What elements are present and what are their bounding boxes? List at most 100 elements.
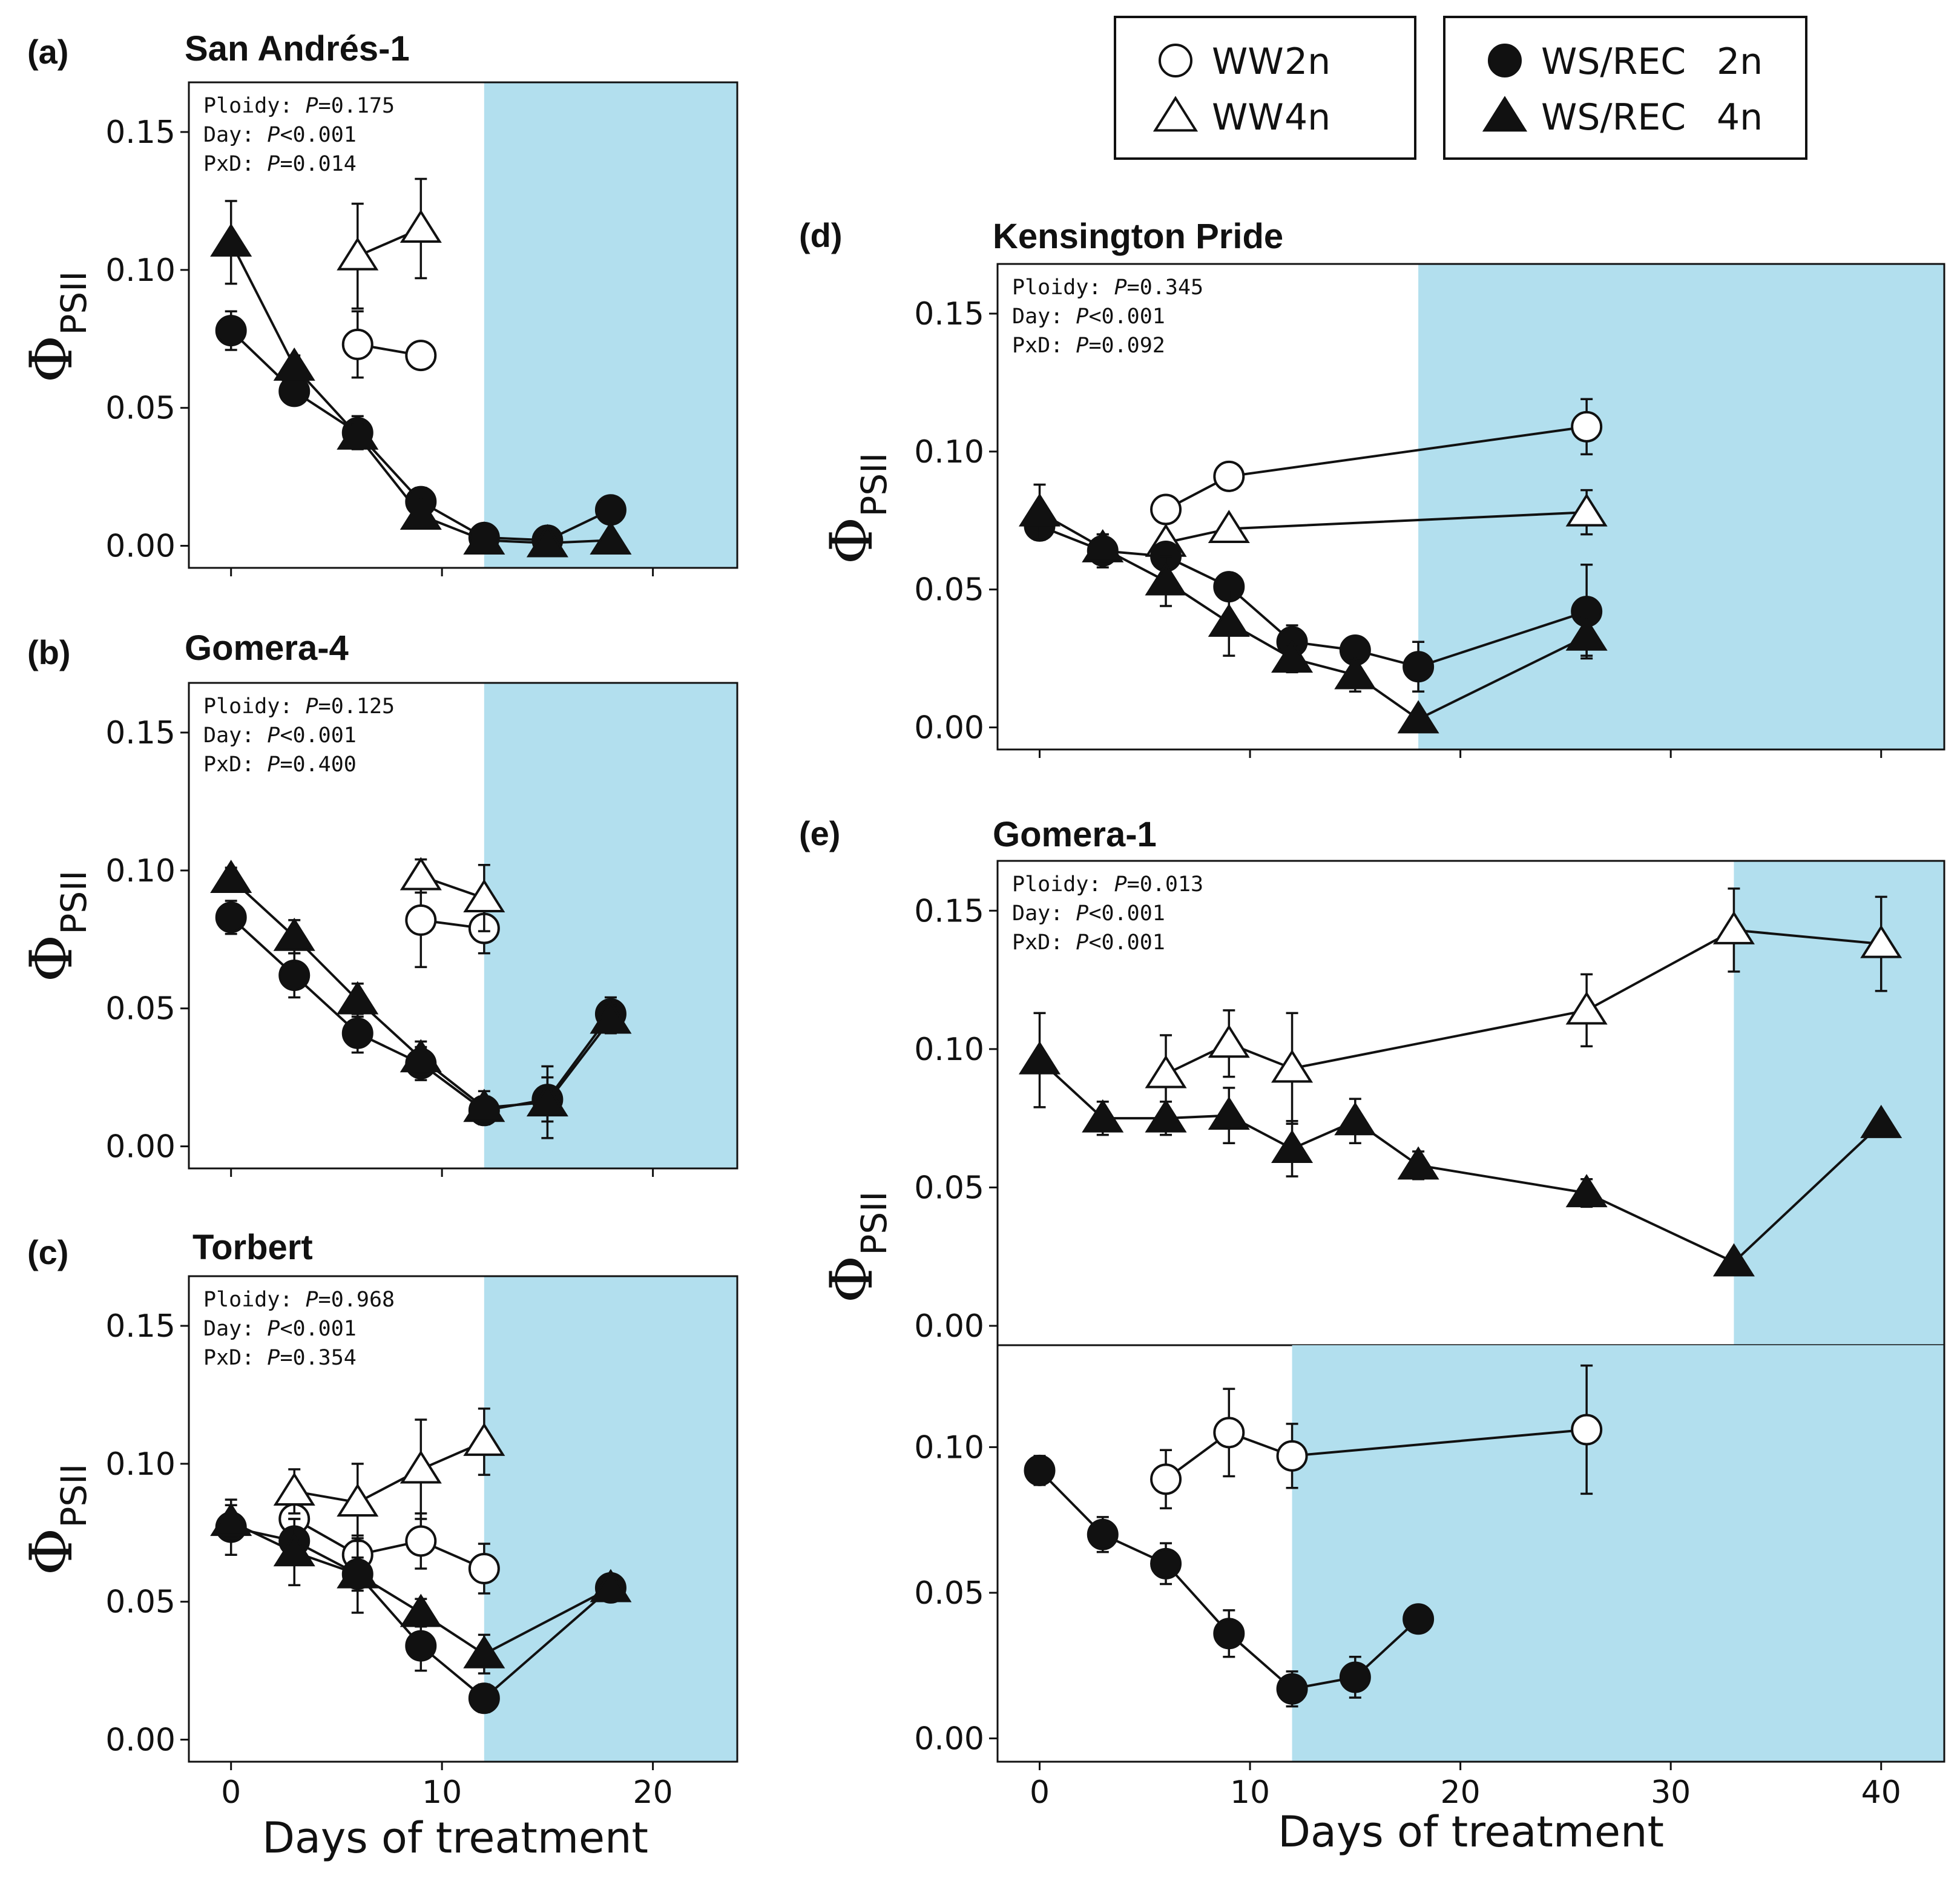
y-tick-label: 0.15 <box>105 1308 176 1345</box>
legend-box-wsrec: WS/REC 2n WS/REC 4n <box>1443 16 1807 160</box>
point-wsrec-4n <box>400 1593 442 1627</box>
point-wsrec-4n <box>1565 617 1608 651</box>
chart-panels: 0.00 0.05 0.10 0.15 (a) San Andrés-1 Ploidy: P… <box>27 29 1945 1811</box>
point-wsrec-4n <box>1271 639 1314 673</box>
point-wsrec-2n <box>468 1682 500 1714</box>
point-ww-2n <box>1150 1463 1182 1495</box>
point-wsrec-4n <box>463 521 505 555</box>
point-wsrec-4n <box>273 917 315 951</box>
point-wsrec-4n <box>210 223 252 257</box>
point-wsrec-4n <box>273 1533 315 1567</box>
legend-marker-triangle-open <box>1153 96 1199 132</box>
panel-d: 0.00 0.05 0.10 0.15 (d) Kensington Pride Ploid… <box>799 216 1945 758</box>
point-wsrec-4n <box>210 860 252 894</box>
point-wsrec-4n <box>526 1083 568 1117</box>
y-tick-label: 0.15 <box>105 715 176 751</box>
point-ww-4n <box>1565 493 1608 527</box>
point-wsrec-2n <box>1150 1547 1182 1579</box>
point-ww-4n <box>463 879 505 912</box>
y-tick-label: 0.10 <box>914 1429 984 1466</box>
y-tick-label: 0.15 <box>914 296 984 332</box>
y-tick-label: 0.10 <box>105 1446 176 1483</box>
y-tick-label: 0.00 <box>914 1721 984 1757</box>
point-ww-4n <box>400 209 442 243</box>
point-ww-2n <box>405 904 437 936</box>
y-tick-label: 0.00 <box>105 1129 176 1165</box>
y-tick-label: 0.05 <box>105 991 176 1027</box>
y-axis-label-text: ΦPSII <box>18 271 94 383</box>
y-tick-label: 0.00 <box>105 1722 176 1759</box>
point-ww-2n <box>1276 1440 1308 1472</box>
x-tick-label: 0 <box>1030 1774 1050 1811</box>
point-ww-2n <box>405 340 437 372</box>
stats-annotation: Ploidy: P=0.175 <box>203 94 395 118</box>
point-wsrec-4n <box>1082 1099 1124 1133</box>
point-wsrec-4n <box>1397 1146 1439 1180</box>
series-line-wsrec-4n <box>1039 1059 1883 1264</box>
point-wsrec-2n <box>1403 1603 1435 1635</box>
point-wsrec-4n <box>400 496 442 530</box>
stats-annotation: Ploidy: P=0.968 <box>203 1288 395 1312</box>
y-axis-label-text: ΦPSII <box>18 1464 94 1576</box>
x-axis-label-left: Days of treatment <box>262 1813 648 1863</box>
stats-annotation: Day: P<0.001 <box>1012 305 1165 329</box>
point-ww-4n <box>400 857 442 891</box>
recovery-shade <box>1292 1345 1944 1762</box>
legend-group: WW <box>1212 96 1284 139</box>
panel-title: Kensington Pride <box>993 217 1283 256</box>
x-tick-label: 0 <box>221 1774 241 1811</box>
point-wsrec-2n <box>278 960 311 992</box>
y-axis-label-text: ΦPSII <box>18 871 94 983</box>
stats-annotation: PxD: P=0.354 <box>203 1346 357 1370</box>
y-tick-label: 0.10 <box>105 252 176 289</box>
point-wsrec-2n <box>278 375 311 407</box>
panel-e-top: 0.00 0.05 0.10 0.15 (e) Gomera-1 Ploidy: P=0.0… <box>799 814 1945 1346</box>
stats-annotation: Ploidy: P=0.013 <box>1012 872 1203 897</box>
panel-label: (b) <box>27 633 71 671</box>
point-wsrec-2n <box>1087 1518 1119 1550</box>
point-ww-4n <box>463 1423 505 1456</box>
point-ww-4n <box>1145 1055 1187 1089</box>
point-ww-4n <box>1208 510 1250 543</box>
legend-ploidy: 2n <box>1284 41 1330 83</box>
y-tick-label: 0.05 <box>105 390 176 427</box>
legend-marker-circle-open <box>1159 44 1192 77</box>
x-tick-label: 10 <box>422 1774 462 1811</box>
y-axis-label-e: ΦPSII <box>818 1191 895 1303</box>
point-wsrec-4n <box>1018 493 1061 527</box>
point-wsrec-2n <box>1403 651 1435 683</box>
point-wsrec-2n <box>1024 1454 1056 1486</box>
panel-label: (c) <box>27 1233 68 1271</box>
y-tick-label: 0.10 <box>914 434 984 470</box>
series-line-ww-4n <box>294 1440 485 1504</box>
series-line-ww-2n <box>1165 1428 1587 1480</box>
y-tick-label: 0.05 <box>914 1575 984 1612</box>
panel-title: Gomera-4 <box>185 628 349 668</box>
point-wsrec-4n <box>1145 562 1187 596</box>
legend-group: WS/REC <box>1541 41 1686 83</box>
legend-group: WS/REC <box>1541 96 1686 139</box>
point-ww-4n <box>1208 1024 1250 1058</box>
point-wsrec-4n <box>590 1000 632 1034</box>
plot-frame <box>188 81 738 569</box>
x-tick-label: 40 <box>1861 1774 1901 1811</box>
point-wsrec-2n <box>1276 1673 1308 1705</box>
stats-annotation: Day: P<0.001 <box>203 123 357 147</box>
x-axis-label-right: Days of treatment <box>1278 1807 1664 1857</box>
point-wsrec-2n <box>215 315 247 347</box>
stats-annotation: PxD: P=0.400 <box>203 753 357 777</box>
legend-ploidy: 2n <box>1717 41 1763 83</box>
y-tick-label: 0.15 <box>105 114 176 151</box>
y-axis-label-text: ΦPSII <box>818 453 895 565</box>
legend-marker-circle-filled <box>1488 44 1522 77</box>
y-tick-label: 0.05 <box>105 1584 176 1621</box>
point-wsrec-4n <box>1397 700 1439 734</box>
y-tick-label: 0.05 <box>914 1170 984 1206</box>
point-wsrec-2n <box>594 494 626 526</box>
recovery-shade <box>484 1276 737 1762</box>
panel-title: San Andrés-1 <box>185 29 410 68</box>
point-wsrec-2n <box>1339 1661 1371 1693</box>
plot-frame <box>996 263 1945 751</box>
point-wsrec-2n <box>405 1630 437 1662</box>
